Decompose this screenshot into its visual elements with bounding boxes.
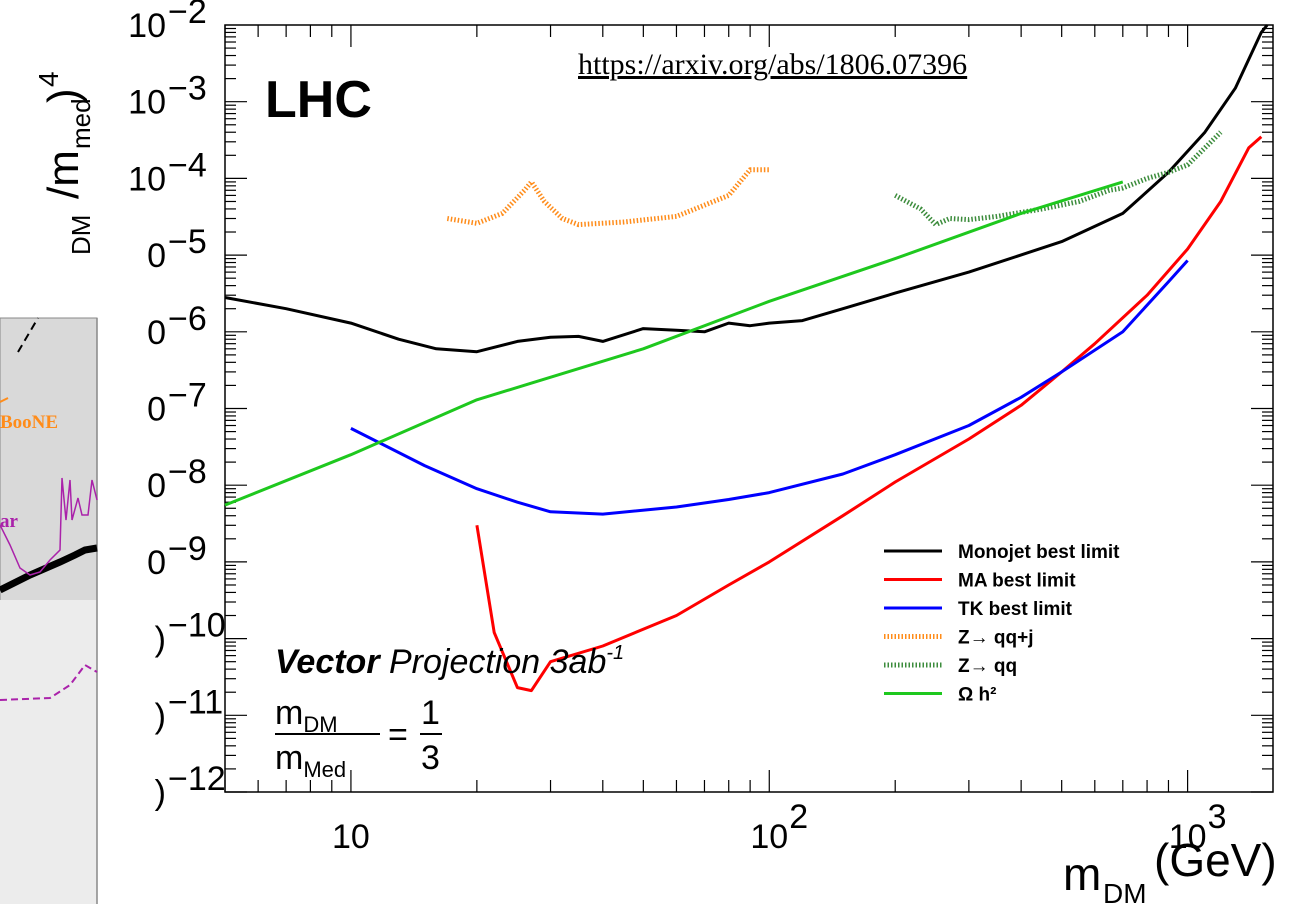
frac-num: 1 xyxy=(421,694,440,732)
y-tick-exponent: −11 xyxy=(168,683,223,721)
left-panel-ylabel: DM /m med ) 4 xyxy=(33,71,96,255)
legend-label-2: TK best limit xyxy=(958,599,1073,620)
left-panel-dashed-line xyxy=(17,317,39,353)
xlabel-m: m xyxy=(1063,848,1101,900)
projection-annotation: Vector Projection 3ab-1 mDM mMed = 1 3 xyxy=(275,642,624,782)
left-panel: BooNE ar DM /m med ) 4 xyxy=(0,71,98,904)
arxiv-link[interactable]: https://arxiv.org/abs/1806.07396 xyxy=(578,48,967,81)
y-tick-labels: 10 −210 −310 −40 −50 −60 −70 −80 −9) −10) −11) −12 xyxy=(128,0,226,812)
plot-frame xyxy=(224,24,1274,793)
ratio-eq: = xyxy=(388,716,408,754)
y-tick-exponent: −7 xyxy=(168,377,207,415)
series-line-2 xyxy=(350,259,1189,516)
main-chart: 10 −210 −310 −40 −50 −60 −70 −80 −9) −10) −11) −12 … xyxy=(128,0,1277,904)
legend: Monojet best limit MA best limit TK best l… xyxy=(884,542,1120,706)
left-panel-lower-bg xyxy=(0,600,97,904)
left-panel-ar-label: ar xyxy=(0,511,19,532)
legend-label-3: Z→ qq+j xyxy=(958,628,1033,649)
left-panel-booNE-label: BooNE xyxy=(0,412,58,433)
series-line-1 xyxy=(475,135,1263,693)
x-tick-label: 10 xyxy=(332,818,370,856)
y-tick-label: 0 xyxy=(147,237,166,275)
y-tick-label: 0 xyxy=(147,467,166,505)
series-line-5 xyxy=(224,180,1124,507)
legend-label-4: Z→ qq xyxy=(958,656,1017,677)
ratio-num-sub: DM xyxy=(303,712,337,737)
projection-sup: -1 xyxy=(606,642,624,664)
projection-bold: Vector xyxy=(275,643,381,681)
y-tick-label: 10 xyxy=(128,84,166,122)
ratio-den: mMed xyxy=(275,739,346,782)
series-line-4 xyxy=(894,130,1223,228)
y-tick-exponent: −8 xyxy=(168,453,207,491)
y-tick-exponent: −12 xyxy=(168,760,226,798)
x-tick-label: 10 xyxy=(750,818,788,856)
projection-rest: Projection 3ab xyxy=(380,643,607,681)
y-tick-exponent: −6 xyxy=(168,300,207,338)
main-panel-bg xyxy=(126,0,1296,904)
ratio-den-sub: Med xyxy=(303,757,346,782)
y-tick-exponent: −5 xyxy=(168,223,207,261)
x-tick-exponent: 2 xyxy=(789,798,808,836)
series-line-3 xyxy=(446,167,770,228)
y-tick-label: 10 xyxy=(128,7,166,45)
legend-label-5: Ω h² xyxy=(958,685,996,706)
arxiv-link-text[interactable]: https://arxiv.org/abs/1806.07396 xyxy=(578,48,967,81)
y-tick-label: 0 xyxy=(147,391,166,429)
y-tick-label: ) xyxy=(155,621,166,659)
y-tick-exponent: −3 xyxy=(168,70,207,108)
y-tick-exponent: −4 xyxy=(168,146,207,184)
y-tick-label: 0 xyxy=(147,314,166,352)
ratio-den-m: m xyxy=(275,739,303,777)
ylabel-sub-dm: DM xyxy=(66,215,96,255)
left-panel-purple-line xyxy=(0,477,98,576)
ratio-num: mDM xyxy=(275,694,338,737)
ylabel-slash-m: /m xyxy=(39,150,88,199)
ylabel-paren: ) xyxy=(39,88,88,103)
ratio-num-m: m xyxy=(275,694,303,732)
projection-text: Vector Projection 3ab-1 xyxy=(275,642,624,681)
y-tick-label: ) xyxy=(155,697,166,735)
x-tick-label: 10 xyxy=(1169,818,1207,856)
y-tick-exponent: −10 xyxy=(168,607,226,645)
lhc-tag: LHC xyxy=(265,71,372,129)
legend-label-0: Monojet best limit xyxy=(958,542,1120,563)
ylabel-sub-med: med xyxy=(66,98,96,149)
y-tick-label: 0 xyxy=(147,544,166,582)
left-panel-thick-line xyxy=(0,544,98,594)
series-layer xyxy=(224,24,1269,693)
left-panel-orange-tick xyxy=(0,397,9,403)
x-tick-exponent: 3 xyxy=(1208,798,1227,836)
frac-den: 3 xyxy=(421,739,440,777)
series-line-0 xyxy=(224,24,1269,354)
ylabel-sup: 4 xyxy=(33,71,64,87)
xlabel-unit: (GeV) xyxy=(1154,834,1277,886)
xlabel-sub: DM xyxy=(1103,878,1147,904)
y-tick-exponent: −9 xyxy=(168,530,207,568)
y-tick-label: ) xyxy=(155,774,166,812)
y-tick-exponent: −2 xyxy=(168,0,207,31)
legend-label-1: MA best limit xyxy=(958,571,1076,592)
y-tick-label: 10 xyxy=(128,160,166,198)
left-panel-purple-dashed xyxy=(0,663,98,701)
x-axis-label: m DM (GeV) xyxy=(1063,834,1277,904)
